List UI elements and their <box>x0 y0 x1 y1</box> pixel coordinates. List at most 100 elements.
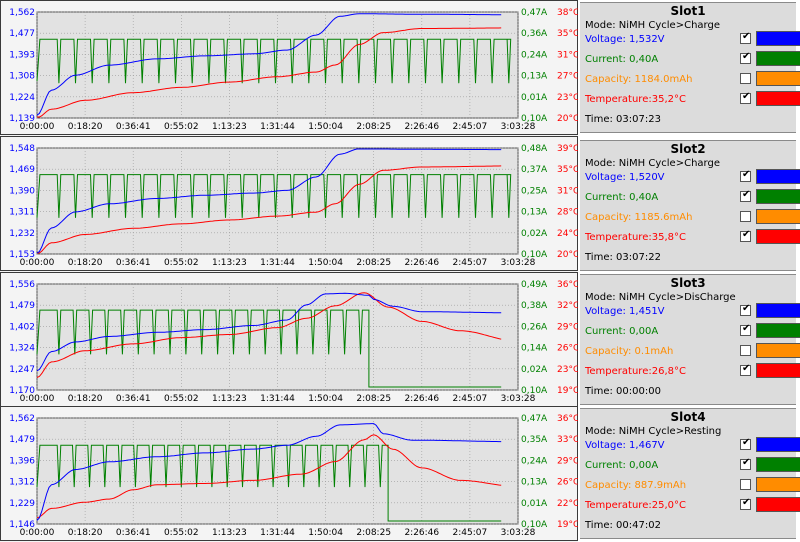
slot1-voltage-readout: Voltage: 1,532V <box>585 34 665 45</box>
chart-slot2: 0:00:00 0:18:20 0:36:41 0:55:02 1:13:23 1:31:… <box>0 136 578 271</box>
chart-slot4: 0:00:00 0:18:20 0:36:41 0:55:02 1:13:23 1:31:… <box>0 406 578 541</box>
slot3-temperature-checkbox[interactable]: ✔ <box>740 363 751 376</box>
slot2-temperature-checkbox[interactable]: ✔ <box>740 229 751 242</box>
current-tick-label: 0,01A <box>521 499 548 509</box>
slot2-capacity-readout: Capacity: 1185.6mAh <box>585 212 693 223</box>
temperature-series-line <box>37 165 502 254</box>
check-icon: ✔ <box>742 303 751 314</box>
voltage-tick-label: 1,402 <box>9 322 35 332</box>
temperature-tick-label: 19°C <box>557 386 578 396</box>
slot1-voltage-checkbox[interactable]: ✔ <box>740 31 751 44</box>
time-tick-label: 0:36:41 <box>116 528 151 538</box>
voltage-tick-label: 1,232 <box>9 229 35 239</box>
temperature-tick-label: 35°C <box>557 29 578 39</box>
time-tick-label: 0:18:20 <box>68 528 103 538</box>
slot3-capacity-color-swatch[interactable] <box>756 343 800 358</box>
time-tick-label: 2:45:07 <box>453 258 488 268</box>
voltage-tick-label: 1,247 <box>9 365 35 375</box>
slot1-temperature-color-swatch[interactable] <box>756 91 800 106</box>
current-tick-label: 0,13A <box>521 72 548 82</box>
slot3-mode-readout: Mode: NiMH Cycle>DisCharge <box>585 292 736 303</box>
time-tick-label: 2:26:46 <box>404 528 439 538</box>
slot2-voltage-checkbox[interactable]: ✔ <box>740 169 751 182</box>
current-tick-label: 0,02A <box>521 229 548 239</box>
temperature-tick-label: 35°C <box>557 165 578 175</box>
slot2-temperature-readout: Temperature:35,8°C <box>585 232 686 243</box>
voltage-tick-label: 1,390 <box>9 186 35 196</box>
slot4-capacity-color-swatch[interactable] <box>756 477 800 492</box>
temperature-tick-label: 28°C <box>557 208 578 218</box>
slot1-capacity-color-swatch[interactable] <box>756 71 800 86</box>
temperature-series-line <box>37 27 502 118</box>
slot3-capacity-checkbox[interactable] <box>740 345 751 356</box>
slot2-info-panel: Slot2 Mode: NiMH Cycle>Charge Voltage: 1,5… <box>580 140 800 271</box>
check-icon: ✔ <box>742 457 751 468</box>
current-series-line <box>36 38 512 84</box>
temperature-tick-label: 23°C <box>557 93 578 103</box>
slot4-voltage-color-swatch[interactable] <box>756 437 800 452</box>
temperature-tick-label: 38°C <box>557 8 578 18</box>
voltage-tick-label: 1,556 <box>9 280 35 290</box>
slot2-current-color-swatch[interactable] <box>756 189 800 204</box>
current-tick-label: 0,25A <box>521 186 548 196</box>
temperature-series-line <box>36 434 502 519</box>
current-tick-label: 0,24A <box>521 456 548 466</box>
voltage-series-line <box>36 292 502 372</box>
time-tick-label: 1:13:23 <box>212 122 247 132</box>
slot1-capacity-checkbox[interactable] <box>740 73 751 84</box>
slot1-temperature-checkbox[interactable]: ✔ <box>740 91 751 104</box>
slot4-temperature-readout: Temperature:25,0°C <box>585 500 686 511</box>
slot3-temperature-color-swatch[interactable] <box>756 363 800 378</box>
time-tick-label: 1:50:04 <box>308 122 343 132</box>
slot4-temperature-checkbox[interactable]: ✔ <box>740 497 751 510</box>
voltage-tick-label: 1,324 <box>9 344 35 354</box>
slot4-current-readout: Current: 0,00A <box>585 460 659 471</box>
time-tick-label: 3:03:28 <box>501 394 536 404</box>
voltage-tick-label: 1,139 <box>9 114 35 124</box>
slot3-current-color-swatch[interactable] <box>756 323 800 338</box>
chart-slot4-panel: 0:00:00 0:18:20 0:36:41 0:55:02 1:13:23 1:31:… <box>0 406 578 542</box>
slot2-voltage-color-swatch[interactable] <box>756 169 800 184</box>
slot1-current-color-swatch[interactable] <box>756 51 800 66</box>
slot4-mode-readout: Mode: NiMH Cycle>Resting <box>585 426 722 437</box>
temperature-tick-label: 32°C <box>557 301 578 311</box>
voltage-tick-label: 1,311 <box>9 208 35 218</box>
slot4-voltage-checkbox[interactable]: ✔ <box>740 437 751 450</box>
slot1-voltage-color-swatch[interactable] <box>756 31 800 46</box>
time-tick-label: 2:45:07 <box>453 122 488 132</box>
slot2-current-checkbox[interactable]: ✔ <box>740 189 751 202</box>
temperature-tick-label: 39°C <box>557 144 578 154</box>
temperature-tick-label: 22°C <box>557 499 578 509</box>
slot4-voltage-readout: Voltage: 1,467V <box>585 440 665 451</box>
slot1-current-checkbox[interactable]: ✔ <box>740 51 751 64</box>
chart-slot3-panel: 0:00:00 0:18:20 0:36:41 0:55:02 1:13:23 1:31:… <box>0 272 578 408</box>
slot1-current-readout: Current: 0,40A <box>585 54 659 65</box>
voltage-tick-label: 1,146 <box>9 520 35 530</box>
temperature-tick-label: 31°C <box>557 50 578 60</box>
slot4-temperature-color-swatch[interactable] <box>756 497 800 512</box>
chart-slot1: 0:00:00 0:18:20 0:36:41 0:55:02 1:13:23 1:31:… <box>0 0 578 135</box>
time-tick-label: 2:08:25 <box>356 528 391 538</box>
slot1-capacity-readout: Capacity: 1184.0mAh <box>585 74 693 85</box>
current-tick-label: 0,47A <box>521 414 548 424</box>
slot4-current-checkbox[interactable]: ✔ <box>740 457 751 470</box>
slot2-temperature-color-swatch[interactable] <box>756 229 800 244</box>
slot4-current-color-swatch[interactable] <box>756 457 800 472</box>
time-tick-label: 0:55:02 <box>164 122 199 132</box>
time-tick-label: 0:18:20 <box>68 122 103 132</box>
current-tick-label: 0,13A <box>521 208 548 218</box>
time-tick-label: 0:18:20 <box>68 394 103 404</box>
voltage-tick-label: 1,312 <box>9 478 35 488</box>
slot2-capacity-checkbox[interactable] <box>740 211 751 222</box>
time-tick-label: 3:03:28 <box>501 122 536 132</box>
slot2-title: Slot2 <box>670 142 706 156</box>
time-tick-label: 0:55:02 <box>164 528 199 538</box>
slot3-voltage-color-swatch[interactable] <box>756 303 800 318</box>
slot3-voltage-checkbox[interactable]: ✔ <box>740 303 751 316</box>
current-series-line <box>36 174 512 218</box>
slot4-capacity-checkbox[interactable] <box>740 479 751 490</box>
slot2-voltage-readout: Voltage: 1,520V <box>585 172 665 183</box>
slot2-capacity-color-swatch[interactable] <box>756 209 800 224</box>
slot3-current-checkbox[interactable]: ✔ <box>740 323 751 336</box>
slot3-temperature-readout: Temperature:26,8°C <box>585 366 686 377</box>
